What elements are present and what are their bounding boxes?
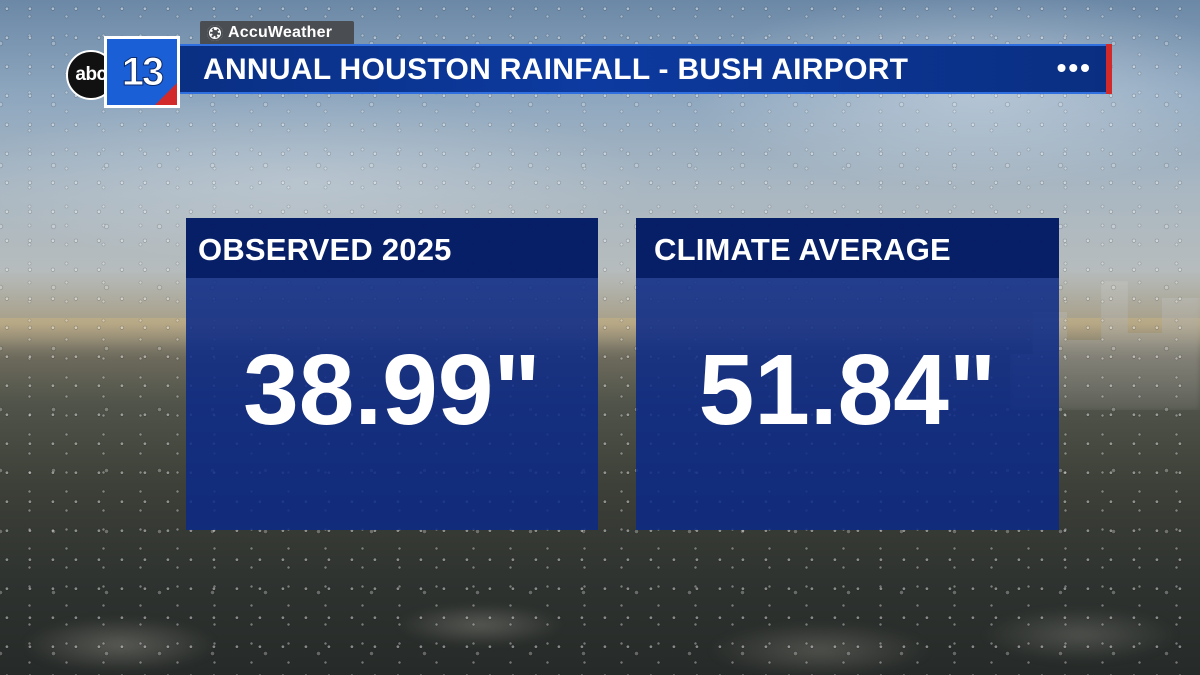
accuweather-tag: AccuWeather [200, 21, 354, 45]
more-menu-icon[interactable]: ••• [1056, 52, 1092, 83]
channel-13-logo: 13 [104, 36, 180, 108]
climate-average-panel-header: CLIMATE AVERAGE [636, 218, 1059, 278]
observed-panel: OBSERVED 2025 38.99" [186, 218, 598, 530]
title-bar-accent [1106, 44, 1112, 94]
channel-number: 13 [121, 49, 164, 94]
page-title: ANNUAL HOUSTON RAINFALL - BUSH AIRPORT [203, 53, 909, 86]
climate-average-panel: CLIMATE AVERAGE 51.84" [636, 218, 1059, 530]
station-logo: abc 13 [66, 36, 182, 108]
climate-average-value: 51.84" [698, 334, 997, 446]
observed-label: OBSERVED 2025 [198, 232, 452, 267]
abc-logo-text: abc [75, 64, 107, 85]
observed-panel-header: OBSERVED 2025 [186, 218, 598, 278]
title-bar: ANNUAL HOUSTON RAINFALL - BUSH AIRPORT •… [160, 44, 1112, 94]
sponsor-label: AccuWeather [228, 24, 333, 41]
observed-value: 38.99" [243, 334, 541, 446]
climate-average-label: CLIMATE AVERAGE [654, 232, 951, 267]
sun-icon [207, 25, 223, 41]
rooftops [0, 555, 1200, 675]
